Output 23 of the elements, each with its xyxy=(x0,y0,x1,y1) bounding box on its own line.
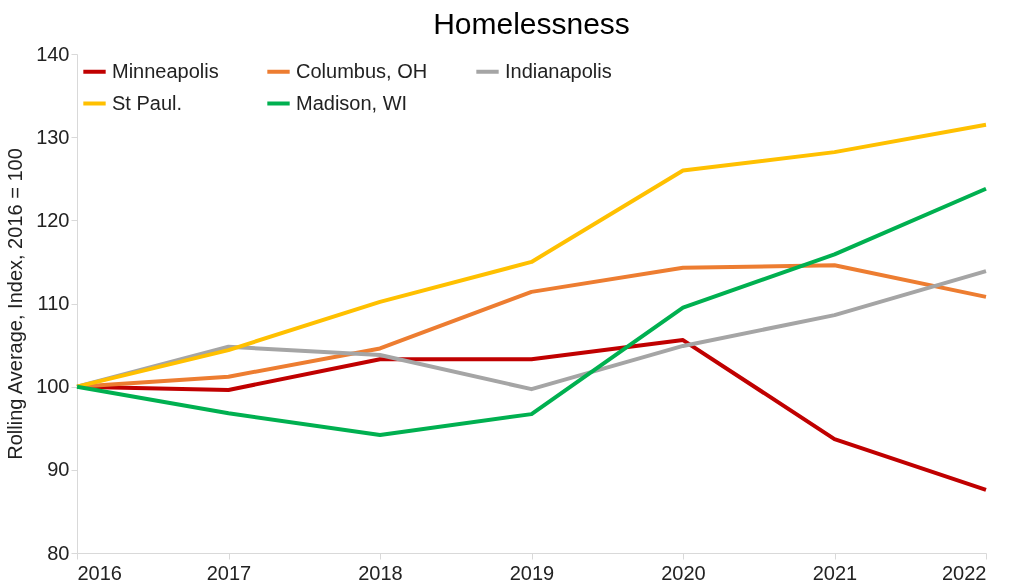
x-tick-label: 2018 xyxy=(358,561,403,584)
y-axis-title: Rolling Average, Index, 2016 = 100 xyxy=(4,148,27,460)
line-series xyxy=(75,186,988,437)
legend-label: Madison, WI xyxy=(296,91,408,114)
x-tick-label: 2022 xyxy=(942,561,987,584)
y-tick-label: 80 xyxy=(47,541,70,564)
line-series xyxy=(75,122,988,389)
x-tick-label: 2016 xyxy=(77,561,122,584)
legend-label: Indianapolis xyxy=(505,59,612,82)
legend-label: Minneapolis xyxy=(112,59,219,82)
legend-label: Columbus, OH xyxy=(296,59,428,82)
y-tick-label: 100 xyxy=(36,375,70,398)
x-tick-label: 2020 xyxy=(661,561,706,584)
x-tick-label: 2021 xyxy=(812,561,858,584)
legend-label: St Paul. xyxy=(112,91,183,114)
chart-title: Homelessness xyxy=(433,7,630,40)
x-tick-label: 2019 xyxy=(509,561,555,584)
y-tick-label: 90 xyxy=(47,458,70,481)
y-tick-label: 140 xyxy=(36,42,70,65)
y-tick-label: 130 xyxy=(36,125,70,148)
y-tick-label: 120 xyxy=(36,208,70,231)
x-tick-label: 2017 xyxy=(206,561,252,584)
y-tick-label: 110 xyxy=(37,292,70,314)
